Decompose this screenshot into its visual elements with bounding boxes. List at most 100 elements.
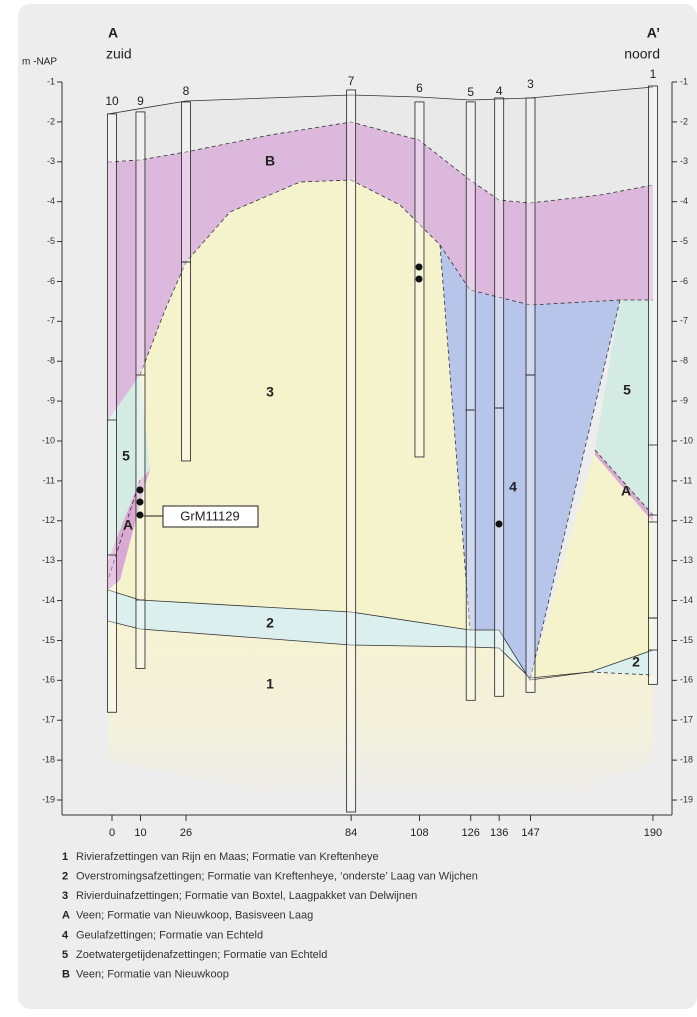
- sample-label: GrM11129: [180, 508, 240, 523]
- borehole: [107, 113, 117, 713]
- y-tick-label: -11: [680, 475, 692, 485]
- y-tick-label: -10: [42, 435, 55, 445]
- y-tick-label: -8: [47, 356, 55, 366]
- borehole-id: 7: [348, 74, 355, 88]
- borehole: [465, 101, 476, 701]
- borehole: [525, 97, 536, 693]
- boundary: [529, 299, 621, 681]
- borehole-id: 6: [416, 81, 423, 95]
- sample-box: [162, 505, 259, 528]
- boundary: [439, 244, 471, 631]
- layer-1: [108, 621, 653, 800]
- distance-label: 126: [462, 827, 480, 839]
- legend-text: Veen; Formatie van Nieuwkoop, Basisveen …: [76, 910, 313, 922]
- y-tick-label: -4: [680, 196, 688, 206]
- y-tick-label: -8: [680, 356, 688, 366]
- layer-label: 5: [623, 382, 631, 398]
- y-tick-label: -13: [42, 555, 55, 565]
- y-tick-label: -5: [680, 236, 688, 246]
- layer-4: [440, 245, 620, 680]
- layer-label: 2: [632, 654, 640, 670]
- borehole: [494, 97, 505, 697]
- legend-key: 3: [62, 890, 68, 902]
- right-label: A’: [647, 25, 660, 41]
- legend-text: Veen; Formatie van Nieuwkoop: [76, 969, 229, 981]
- y-tick-label: -7: [47, 316, 55, 326]
- y-tick-label: -9: [47, 395, 55, 405]
- legend-key: B: [62, 969, 70, 981]
- layer-label: A: [123, 517, 133, 533]
- borehole: [135, 111, 146, 669]
- boundary: [589, 671, 654, 676]
- distance-label: 108: [410, 827, 428, 839]
- borehole-id: 3: [527, 77, 534, 91]
- y-tick-label: -19: [42, 794, 55, 804]
- distance-label: 84: [345, 827, 357, 839]
- legend-text: Overstromingsafzettingen; Formatie van K…: [76, 871, 478, 883]
- y-tick-label: -3: [680, 156, 688, 166]
- boundary: [107, 620, 591, 679]
- layer-label: 2: [266, 615, 274, 631]
- y-tick-label: -4: [47, 196, 55, 206]
- distance-label: 26: [180, 827, 192, 839]
- sample-dot: [136, 486, 144, 494]
- y-tick-label: -16: [42, 675, 55, 685]
- y-tick-label: -6: [47, 276, 55, 286]
- y-tick-label: -18: [680, 755, 693, 765]
- y-tick-label: -19: [680, 794, 693, 804]
- distance-label: 190: [644, 827, 662, 839]
- layer-A-right: [595, 450, 653, 522]
- y-tick-label: -11: [43, 475, 55, 485]
- layer-5-right: [595, 300, 653, 515]
- borehole-id: 5: [467, 85, 474, 99]
- sample-dot: [136, 498, 144, 506]
- legend-text: Geulafzettingen; Formatie van Echteld: [76, 929, 263, 941]
- y-tick-label: -14: [680, 595, 693, 605]
- boundary: [139, 179, 653, 376]
- borehole: [346, 89, 357, 813]
- boundary: [107, 121, 654, 204]
- legend-key: 1: [62, 851, 68, 863]
- layer-label: A: [621, 483, 631, 499]
- layer-2-right: [590, 650, 653, 675]
- axis-unit: m -NAP: [22, 57, 57, 68]
- distance-label: 147: [521, 827, 539, 839]
- y-tick-label: -1: [47, 76, 55, 86]
- layer-label: 5: [122, 448, 130, 464]
- y-tick-label: -9: [680, 395, 688, 405]
- y-tick-label: -14: [42, 595, 55, 605]
- borehole: [181, 101, 191, 462]
- sample-dot: [415, 275, 423, 283]
- y-tick-label: -2: [47, 116, 55, 126]
- boundary: [107, 479, 141, 581]
- y-tick-label: -5: [47, 236, 55, 246]
- distance-label: 136: [490, 827, 508, 839]
- sample-dot: [136, 511, 144, 519]
- y-tick-label: -17: [680, 715, 693, 725]
- sample-dot: [415, 263, 423, 271]
- y-tick-label: -1: [680, 76, 688, 86]
- legend-key: 2: [62, 871, 68, 883]
- y-tick-label: -6: [680, 276, 688, 286]
- y-tick-label: -13: [680, 555, 693, 565]
- layer-label: B: [265, 153, 275, 169]
- distance-label: 0: [109, 827, 115, 839]
- layer-label: 3: [266, 384, 274, 400]
- layer-5-left: [108, 375, 150, 560]
- legend-text: Zoetwatergetijdenafzettingen; Formatie v…: [76, 949, 327, 961]
- y-tick-label: -10: [680, 435, 693, 445]
- layer-3-right: [530, 450, 653, 680]
- boundary: [594, 449, 654, 516]
- borehole-id: 1: [650, 67, 657, 81]
- y-tick-label: -18: [42, 755, 55, 765]
- y-tick-label: -17: [42, 715, 55, 725]
- layer-label: 4: [509, 479, 517, 495]
- y-tick-label: -12: [680, 515, 693, 525]
- y-tick-label: -16: [680, 675, 693, 685]
- left-label: A: [108, 25, 118, 41]
- borehole-id: 10: [105, 94, 119, 108]
- borehole-id: 8: [183, 84, 190, 98]
- y-tick-label: -2: [680, 116, 688, 126]
- borehole-id: 4: [496, 84, 503, 98]
